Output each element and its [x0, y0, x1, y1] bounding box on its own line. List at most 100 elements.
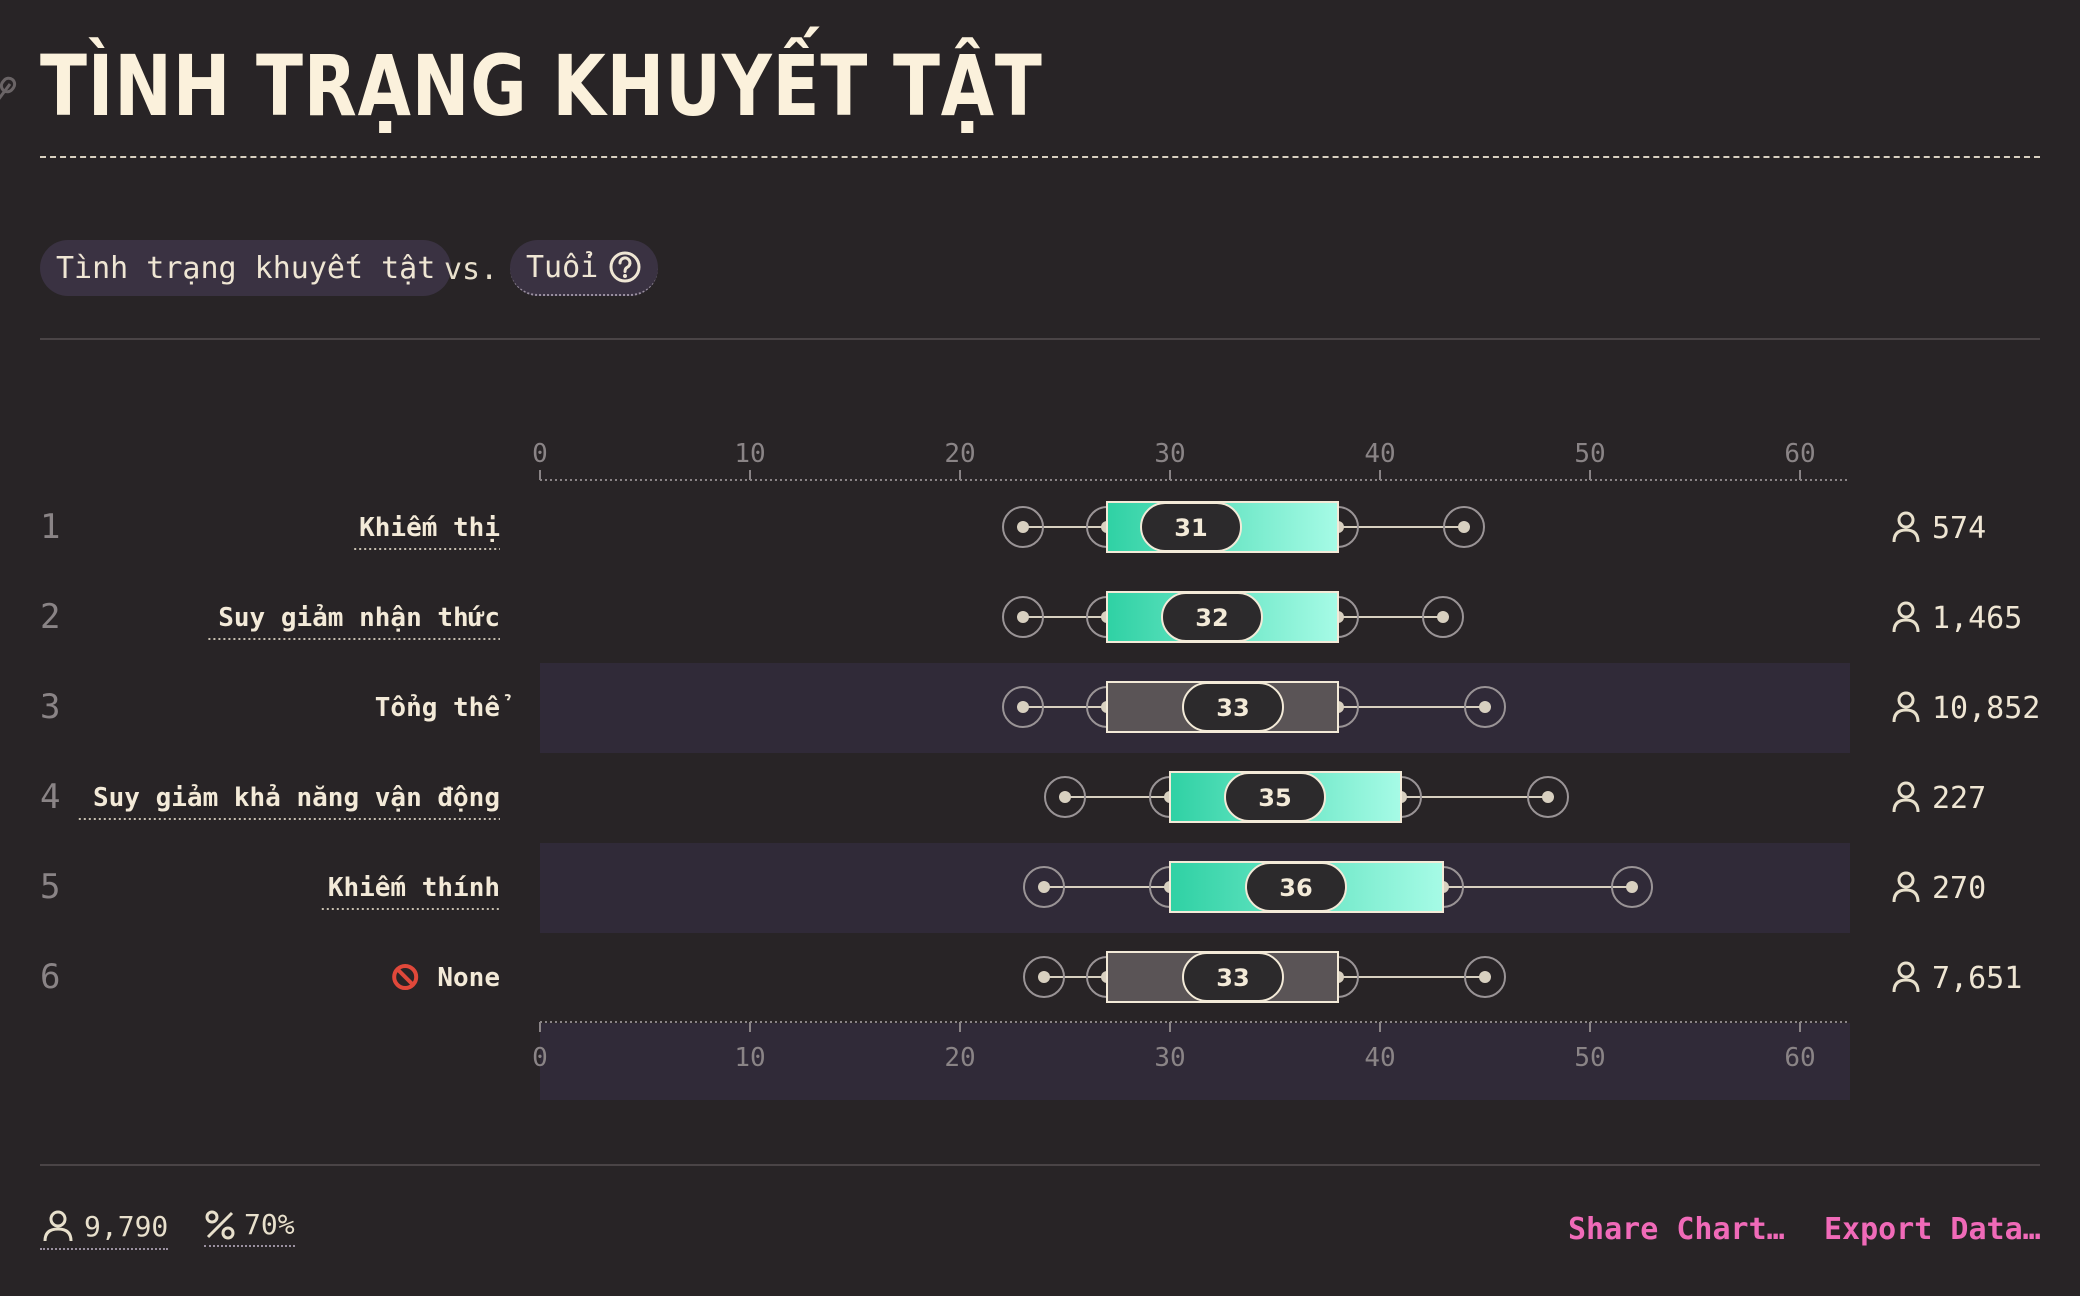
- median-pill: [1245, 862, 1347, 912]
- no-entry-icon-slash: [395, 967, 415, 987]
- axis-tick-label: 50: [1574, 1043, 1605, 1073]
- whisker-high-marker: [1479, 701, 1491, 713]
- primary-variable-pill[interactable]: Tình trạng khuyết tật: [40, 240, 452, 296]
- row-rank: 1: [40, 507, 60, 547]
- person-icon: [1897, 691, 1915, 709]
- respondents-stat[interactable]: 9,790: [40, 1208, 169, 1250]
- whisker-low-marker-ring: [1044, 776, 1086, 818]
- row-rank: 3: [40, 687, 60, 727]
- whisker-low-marker: [1038, 881, 1050, 893]
- row-label: Suy giảm khả năng vận động: [93, 783, 500, 813]
- whisker-high-marker: [1626, 881, 1638, 893]
- row-count: 7,651: [1932, 961, 2022, 996]
- axis-tick-label: 10: [734, 439, 765, 469]
- axis-tick-label: 60: [1784, 1043, 1815, 1073]
- median-value: 36: [1279, 874, 1312, 902]
- row-count: 10,852: [1932, 691, 2040, 726]
- axis-tick-label: 40: [1364, 439, 1395, 469]
- title-divider: [40, 156, 2040, 158]
- person-icon: [1897, 961, 1915, 979]
- person-icon: [1897, 871, 1915, 889]
- median-value: 32: [1195, 604, 1228, 632]
- median-value: 33: [1216, 964, 1249, 992]
- box-plot-chart: 0 10 20 30 40 50 600 10 20 30 40 50 601 Khiếm thị 31 57…: [40, 439, 2040, 1100]
- person-icon-body: [1892, 708, 1920, 723]
- axis-tick-label: 30: [1154, 1043, 1185, 1073]
- median-value: 35: [1258, 784, 1291, 812]
- person-icon-body: [1892, 618, 1920, 633]
- whisker-high-marker: [1542, 791, 1554, 803]
- header-divider: [40, 338, 2040, 340]
- whisker-high-marker-ring: [1611, 866, 1653, 908]
- row-label: None: [437, 963, 500, 993]
- person-icon: [1897, 781, 1915, 799]
- whisker-high-marker-ring: [1527, 776, 1569, 818]
- whisker-high-marker: [1458, 521, 1470, 533]
- row-rank: 5: [40, 867, 60, 907]
- median-pill: [1224, 772, 1326, 822]
- median-value: 33: [1216, 694, 1249, 722]
- person-icon: [43, 1210, 73, 1242]
- person-icon-body: [1892, 528, 1920, 543]
- export-data-link[interactable]: Export Data…: [1824, 1212, 2041, 1247]
- row-shade: [540, 1023, 1850, 1100]
- row-rank: 6: [40, 957, 60, 997]
- whisker-low-marker: [1038, 971, 1050, 983]
- primary-variable-label: Tình trạng khuyết tật: [56, 250, 436, 286]
- whisker-low-marker-ring: [1002, 686, 1044, 728]
- person-icon: [1897, 601, 1915, 619]
- whisker-high-marker: [1479, 971, 1491, 983]
- whisker-low-marker-ring: [1023, 956, 1065, 998]
- whisker-high-marker: [1437, 611, 1449, 623]
- axis-tick-label: 0: [532, 439, 548, 469]
- row-rank: 2: [40, 597, 60, 637]
- vs-label: vs.: [444, 252, 499, 287]
- person-icon: [1897, 511, 1915, 529]
- axis-tick-label: 40: [1364, 1043, 1395, 1073]
- whisker-low-marker: [1017, 611, 1029, 623]
- whisker-high-marker-ring: [1464, 686, 1506, 728]
- row-label: Tổng thể: [375, 693, 511, 723]
- axis-tick-label: 60: [1784, 439, 1815, 469]
- footer-divider: [40, 1164, 2040, 1166]
- axis-tick-label: 20: [944, 1043, 975, 1073]
- percent-icon: [205, 1210, 235, 1239]
- person-icon-body: [1892, 798, 1920, 813]
- row-label: Suy giảm nhận thức: [218, 603, 500, 633]
- whisker-high-marker-ring: [1422, 596, 1464, 638]
- median-pill: [1182, 682, 1284, 732]
- median-pill: [1182, 952, 1284, 1002]
- row-rank: 4: [40, 777, 60, 817]
- row-count: 1,465: [1932, 601, 2022, 636]
- percent-stat[interactable]: 70%: [204, 1208, 295, 1247]
- whisker-low-marker: [1017, 701, 1029, 713]
- secondary-variable-label: Tuổi: [526, 249, 599, 285]
- no-entry-icon: [392, 964, 419, 990]
- median-pill: [1140, 502, 1242, 552]
- whisker-low-marker-ring: [1023, 866, 1065, 908]
- person-icon-body: [1892, 978, 1920, 993]
- percent-value: 70%: [244, 1208, 295, 1241]
- row-count: 227: [1932, 781, 1986, 816]
- row-count: 574: [1932, 511, 1986, 546]
- share-chart-link[interactable]: Share Chart…: [1568, 1212, 1785, 1247]
- whisker-low-marker: [1017, 521, 1029, 533]
- axis-tick-label: 20: [944, 439, 975, 469]
- axis-tick-label: 50: [1574, 439, 1605, 469]
- whisker-low-marker: [1059, 791, 1071, 803]
- median-pill: [1161, 592, 1263, 642]
- axis-tick-label: 10: [734, 1043, 765, 1073]
- page-title: TÌNH TRẠNG KHUYẾT TẬT: [40, 37, 1043, 135]
- median-value: 31: [1174, 514, 1207, 542]
- row-count: 270: [1932, 871, 1986, 906]
- link-icon[interactable]: [0, 74, 18, 108]
- row-label: Khiếm thính: [328, 873, 500, 903]
- respondents-count: 9,790: [84, 1209, 169, 1243]
- axis-tick-label: 30: [1154, 439, 1185, 469]
- whisker-high-marker-ring: [1464, 956, 1506, 998]
- secondary-variable-pill[interactable]: Tuổi: [510, 240, 659, 296]
- axis-tick-label: 0: [532, 1043, 548, 1073]
- whisker-low-marker-ring: [1002, 596, 1044, 638]
- whisker-high-marker-ring: [1443, 506, 1485, 548]
- help-icon[interactable]: [608, 250, 642, 284]
